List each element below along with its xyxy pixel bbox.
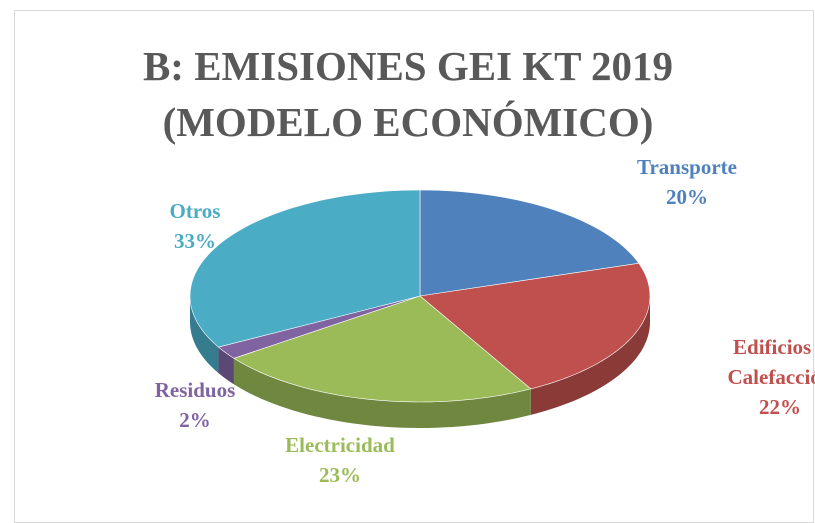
slice-top [217,295,421,359]
slice-side [218,347,234,385]
value-label: 2% [179,408,211,432]
slice-side [530,296,650,415]
pie-slice [419,189,640,297]
slice-top [419,189,640,297]
category-label: Electricidad [285,433,395,457]
category-label: Edificios y Calefacción [727,335,815,389]
pie-slice [189,189,421,374]
data-label: Transporte 20% [612,152,762,212]
data-label: Otros 33% [140,196,250,256]
category-label: Residuos [154,378,236,402]
category-label: Otros [169,199,221,223]
value-label: 33% [174,229,216,253]
slice-top [419,262,651,390]
slice-top [189,189,421,348]
pie-slice [419,262,651,415]
chart-title: B: EMISIONES GEI KT 2019 (MODELO ECONÓMI… [142,43,674,145]
slice-top [233,295,532,403]
data-label: Electricidad 23% [285,430,395,490]
pie-slice [233,295,532,428]
category-label: Transporte [637,155,737,179]
data-label: Edificios y Calefacción 22% [705,332,815,422]
value-label: 20% [666,185,708,209]
pie-slice [217,295,421,385]
slice-side [233,358,531,428]
slice-side [190,296,219,374]
value-label: 22% [759,395,801,419]
value-label: 23% [319,463,361,487]
data-label: Residuos 2% [140,375,250,435]
